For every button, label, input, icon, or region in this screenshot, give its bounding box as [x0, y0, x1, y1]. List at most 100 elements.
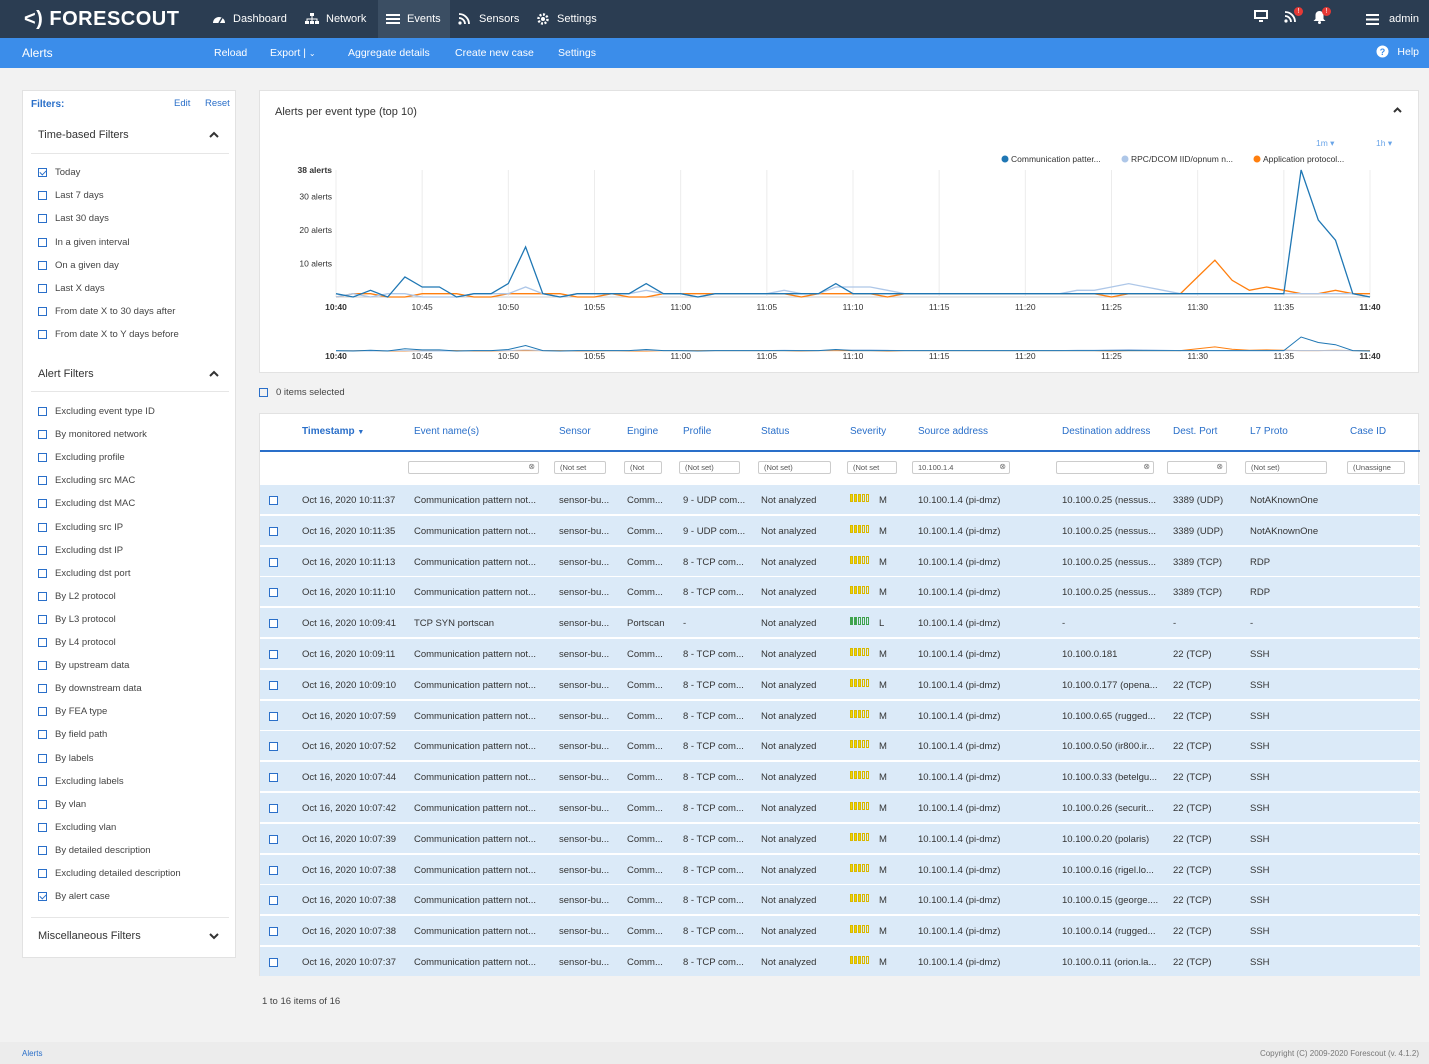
table-row[interactable]: Oct 16, 2020 10:11:37 Communication patte…	[260, 484, 1420, 514]
filter-checkbox[interactable]	[38, 545, 47, 555]
col-timestamp[interactable]: Timestamp ▼	[302, 426, 364, 437]
col-event[interactable]: Event name(s)	[414, 426, 480, 437]
table-row[interactable]: Oct 16, 2020 10:07:52 Communication patte…	[260, 730, 1420, 761]
row-checkbox[interactable]	[269, 804, 278, 813]
row-checkbox[interactable]	[269, 557, 278, 567]
create-case-button[interactable]: Create new case	[455, 47, 534, 59]
row-checkbox[interactable]	[269, 896, 278, 906]
col-engine[interactable]: Engine	[627, 426, 659, 437]
alert-filter-item[interactable]: By field path	[38, 729, 107, 740]
alert-filter-item[interactable]: Excluding src IP	[38, 522, 123, 533]
col-severity[interactable]: Severity	[850, 426, 887, 437]
table-row[interactable]: Oct 16, 2020 10:07:59 Communication patte…	[260, 699, 1420, 730]
row-checkbox[interactable]	[269, 588, 278, 598]
filter-checkbox[interactable]	[38, 845, 47, 855]
filter-checkbox[interactable]	[38, 638, 47, 647]
filter-checkbox[interactable]	[38, 237, 47, 247]
filters-edit-link[interactable]: Edit	[174, 98, 191, 109]
col-l7[interactable]: L7 Proto	[1250, 426, 1288, 437]
export-button[interactable]: Export | ⌄	[270, 47, 316, 59]
time-filter-item[interactable]: Last X days	[38, 283, 105, 294]
event-filter-input[interactable]: ⊗	[408, 461, 539, 474]
col-destination[interactable]: Destination address	[1062, 426, 1151, 437]
filter-checkbox[interactable]	[38, 453, 47, 463]
aggregate-details-button[interactable]: Aggregate details	[348, 47, 430, 59]
filter-checkbox[interactable]	[38, 476, 47, 486]
row-checkbox[interactable]	[269, 711, 278, 721]
port-filter-input[interactable]: ⊗	[1167, 461, 1227, 474]
table-row[interactable]: Oct 16, 2020 10:11:10 Communication patte…	[260, 576, 1420, 607]
filter-checkbox[interactable]	[38, 307, 47, 317]
filter-checkbox[interactable]	[38, 614, 47, 624]
engine-filter-select[interactable]: (Not	[624, 461, 662, 474]
row-checkbox[interactable]	[269, 773, 278, 783]
filter-checkbox[interactable]	[38, 260, 47, 270]
time-filter-item[interactable]: From date X to 30 days after	[38, 306, 175, 317]
status-filter-select[interactable]: (Not set)	[758, 461, 831, 474]
filter-checkbox[interactable]	[38, 214, 47, 224]
row-checkbox[interactable]	[269, 619, 278, 629]
nav-settings[interactable]: Settings	[528, 0, 605, 38]
source-filter-input[interactable]: 10.100.1.4 ⊗	[912, 461, 1010, 474]
row-checkbox[interactable]	[269, 496, 278, 505]
filter-checkbox[interactable]	[38, 568, 47, 578]
profile-filter-select[interactable]: (Not set)	[679, 461, 740, 474]
footer-breadcrumb[interactable]: Alerts	[22, 1049, 43, 1058]
filters-reset-link[interactable]: Reset	[205, 98, 230, 109]
clear-icon[interactable]: ⊗	[1143, 462, 1150, 471]
nav-dashboard[interactable]: Dashboard	[204, 0, 295, 38]
table-row[interactable]: Oct 16, 2020 10:09:41 TCP SYN portscan sen…	[260, 607, 1420, 638]
filter-checkbox[interactable]	[38, 407, 47, 416]
severity-filter-select[interactable]: (Not set	[847, 461, 897, 474]
col-profile[interactable]: Profile	[683, 426, 712, 437]
time-filter-item[interactable]: Last 7 days	[38, 190, 104, 201]
forescout-logo[interactable]: <) FORESCOUT	[24, 8, 180, 30]
toolbar-settings-button[interactable]: Settings	[558, 47, 596, 59]
filter-checkbox[interactable]	[38, 684, 47, 694]
row-checkbox[interactable]	[269, 650, 278, 659]
time-filter-item[interactable]: Last 30 days	[38, 213, 109, 224]
table-row[interactable]: Oct 16, 2020 10:07:42 Communication patte…	[260, 792, 1420, 822]
time-filter-item[interactable]: In a given interval	[38, 237, 129, 248]
filter-checkbox[interactable]	[38, 522, 47, 532]
help-button[interactable]: ? Help	[1376, 45, 1419, 58]
alert-filter-item[interactable]: Excluding src MAC	[38, 475, 135, 486]
filter-checkbox[interactable]	[38, 661, 47, 671]
sensor-alerts-button[interactable]: !	[1284, 7, 1303, 26]
filter-checkbox[interactable]	[38, 430, 47, 440]
alert-filter-item[interactable]: By L3 protocol	[38, 614, 116, 625]
table-row[interactable]: Oct 16, 2020 10:07:37 Communication patte…	[260, 946, 1420, 976]
alert-filter-item[interactable]: By vlan	[38, 799, 86, 810]
alert-filter-item[interactable]: By labels	[38, 753, 94, 764]
row-checkbox[interactable]	[269, 680, 278, 690]
filter-checkbox[interactable]	[38, 191, 47, 201]
alert-filter-item[interactable]: Excluding event type ID	[38, 406, 155, 417]
time-filter-item[interactable]: From date X to Y days before	[38, 329, 179, 340]
table-row[interactable]: Oct 16, 2020 10:11:13 Communication patte…	[260, 545, 1420, 576]
range-button[interactable]: 1m ▾	[1316, 138, 1335, 148]
nav-sensors[interactable]: Sensors	[450, 0, 527, 38]
row-checkbox[interactable]	[269, 958, 278, 967]
row-checkbox[interactable]	[269, 927, 278, 937]
filter-checkbox[interactable]	[38, 330, 47, 340]
user-menu[interactable]: admin	[1366, 0, 1419, 38]
table-row[interactable]: Oct 16, 2020 10:11:35 Communication patte…	[260, 514, 1420, 545]
row-checkbox[interactable]	[269, 865, 278, 875]
sensor-filter-select[interactable]: (Not set	[554, 461, 606, 474]
filter-checkbox[interactable]	[38, 799, 47, 809]
col-status[interactable]: Status	[761, 426, 790, 437]
filter-checkbox[interactable]	[38, 591, 47, 601]
row-checkbox[interactable]	[269, 742, 278, 752]
alert-filter-item[interactable]: By downstream data	[38, 683, 142, 694]
table-row[interactable]: Oct 16, 2020 10:09:10 Communication patte…	[260, 668, 1420, 699]
filter-checkbox[interactable]	[38, 168, 47, 177]
notifications-button[interactable]: !	[1313, 7, 1331, 27]
table-row[interactable]: Oct 16, 2020 10:07:44 Communication patte…	[260, 761, 1420, 792]
table-row[interactable]: Oct 16, 2020 10:07:38 Communication patte…	[260, 884, 1420, 915]
alert-filter-item[interactable]: By detailed description	[38, 845, 151, 856]
filter-checkbox[interactable]	[38, 499, 47, 509]
clear-icon[interactable]: ⊗	[1216, 462, 1223, 471]
alert-filter-item[interactable]: Excluding dst IP	[38, 545, 123, 556]
filter-checkbox[interactable]	[38, 869, 47, 878]
col-port[interactable]: Dest. Port	[1173, 426, 1218, 437]
